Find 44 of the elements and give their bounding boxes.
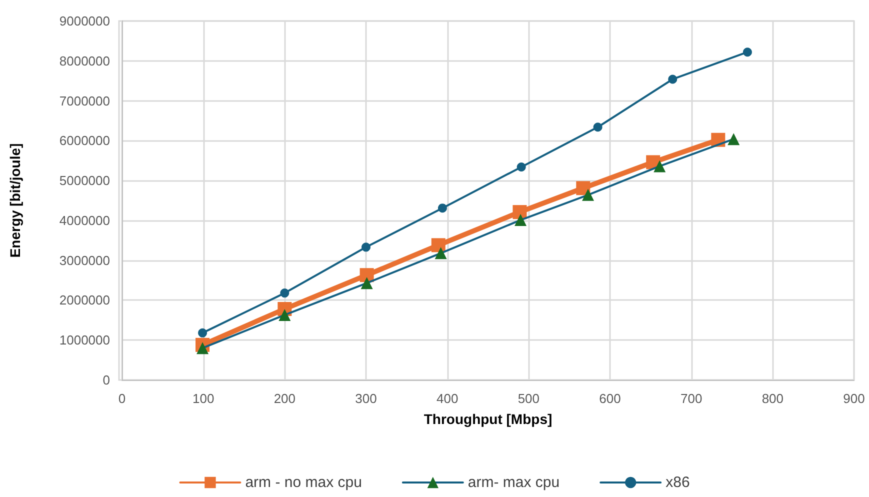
- x-tick-label: 500: [518, 391, 540, 406]
- point: [742, 48, 752, 57]
- y-tick-label: 0: [102, 372, 110, 388]
- point: [654, 160, 666, 172]
- y-tick-label: 7000000: [59, 93, 110, 108]
- x-tick-label: 900: [843, 391, 865, 406]
- x-tick-label: 700: [680, 391, 702, 406]
- x-tick-label: 800: [762, 391, 784, 406]
- legend-label: arm - no max cpu: [245, 474, 362, 491]
- point: [438, 204, 447, 213]
- y-tick-label: 6000000: [59, 133, 110, 148]
- x-tick-label: 200: [274, 391, 296, 406]
- x-tick-label: 400: [436, 391, 458, 406]
- point: [512, 205, 527, 220]
- y-tick-label: 8000000: [59, 53, 110, 68]
- y-tick-label: 9000000: [59, 14, 110, 28]
- point: [360, 277, 373, 290]
- point: [280, 288, 290, 298]
- point: [668, 74, 678, 84]
- point: [196, 342, 209, 354]
- point: [728, 133, 740, 146]
- x-tick-label: 0: [118, 391, 126, 406]
- point: [516, 162, 526, 172]
- x-tick-label: 600: [599, 391, 621, 406]
- point: [582, 188, 594, 201]
- x-tick-label: 300: [355, 391, 377, 406]
- point: [278, 308, 291, 321]
- x-axis-title: Throughput [Mbps]: [424, 411, 552, 427]
- y-axis-title: Energy [bit/joule]: [7, 143, 23, 258]
- y-tick-label: 2000000: [59, 292, 110, 308]
- legend-label: x86: [666, 474, 690, 491]
- y-tick-label: 5000000: [59, 173, 110, 188]
- y-tick-label: 3000000: [59, 252, 110, 268]
- point: [434, 247, 447, 260]
- point: [431, 238, 446, 252]
- x-tick-label: 100: [192, 391, 214, 406]
- point: [593, 122, 602, 132]
- point: [514, 214, 527, 226]
- point: [362, 242, 370, 252]
- legend-label: arm- max cpu: [468, 474, 560, 491]
- y-tick-label: 4000000: [59, 212, 110, 228]
- y-tick-label: 1000000: [59, 332, 110, 348]
- point: [576, 181, 590, 196]
- point: [198, 328, 208, 338]
